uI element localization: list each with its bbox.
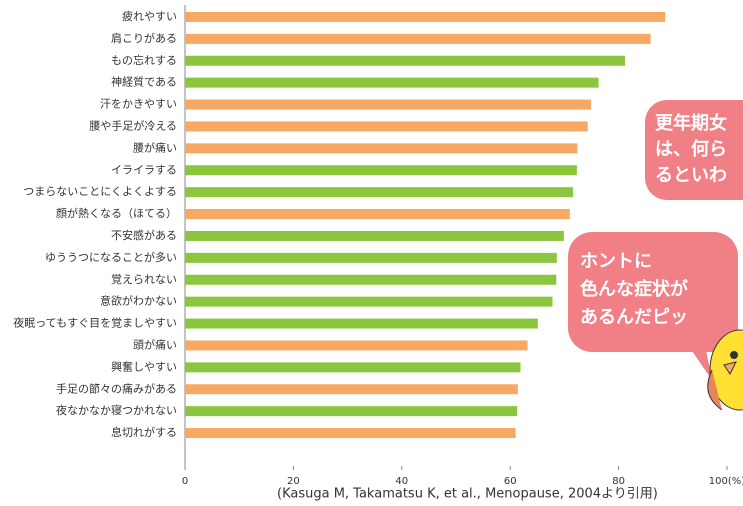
bar	[185, 297, 552, 307]
x-tick-label: 80	[612, 476, 625, 487]
bar	[185, 231, 564, 241]
y-tick-label: 肩こりがある	[111, 31, 177, 45]
y-tick-label: 頭が痛い	[133, 337, 177, 351]
bar	[185, 384, 518, 394]
bubble-text: ホントに	[580, 251, 652, 272]
x-tick-label: 20	[287, 476, 300, 487]
bar	[185, 34, 651, 44]
y-tick-label: 夜眠ってもすぐ目を覚ましやすい	[13, 316, 177, 330]
y-tick-label: イライラする	[111, 163, 177, 176]
bubble-text: あるんだピッ	[580, 307, 688, 328]
bar	[185, 319, 538, 329]
y-tick-label: 興奮しやすい	[111, 359, 177, 373]
y-tick-label: 手足の節々の痛みがある	[56, 381, 177, 395]
bar	[185, 121, 588, 131]
x-tick-label: 0	[182, 476, 188, 487]
bar	[185, 143, 577, 153]
y-tick-label: つまらないことにくよくよする	[23, 185, 177, 198]
source: (Kasuga M, Takamatsu K, et al., Menopaus…	[277, 487, 658, 502]
x-tick-label: 60	[504, 476, 517, 487]
bar	[185, 253, 557, 263]
y-tick-label: もの忘れする	[111, 53, 177, 67]
bar	[185, 78, 599, 88]
y-tick-label: 腰や手足が冷える	[89, 118, 177, 132]
bar	[185, 209, 570, 219]
bar	[185, 340, 528, 350]
bar	[185, 406, 517, 416]
y-tick-label: 顔が熱くなる（ほてる）	[56, 206, 177, 220]
y-tick-label: 疲れやすい	[122, 9, 177, 23]
bar	[185, 100, 591, 110]
y-tick-label: 腰が痛い	[133, 140, 177, 154]
y-tick-label: 神経質である	[111, 75, 177, 89]
bar	[185, 187, 573, 197]
chart: (Kasuga M, Takamatsu K, et al., Menopaus…	[0, 0, 743, 506]
bubble-text: 色んな症状が	[580, 278, 688, 300]
y-tick-label: 息切れがする	[111, 425, 177, 439]
x-tick-label: 100(%)	[709, 476, 743, 487]
bar	[185, 428, 516, 438]
chick-eye	[730, 351, 738, 359]
bubble-text: 更年期女	[655, 112, 727, 134]
x-tick-label: 40	[395, 476, 408, 487]
y-tick-label: 夜なかなか寝つかれない	[56, 403, 177, 417]
y-tick-label: ゆううつになることが多い	[45, 250, 177, 264]
bar	[185, 12, 665, 22]
y-tick-label: 意欲がわかない	[100, 294, 177, 308]
bar	[185, 165, 577, 175]
y-tick-label: 不安感がある	[111, 228, 177, 242]
bar	[185, 275, 556, 285]
bar	[185, 362, 520, 372]
page: {"chart_data": {"type": "bar", "orientat…	[0, 0, 743, 506]
y-tick-label: 覚えられない	[111, 273, 177, 286]
bubble-text: るといわ	[655, 165, 727, 186]
bar	[185, 56, 625, 66]
y-tick-label: 汗をかきやすい	[100, 98, 177, 111]
bubble-text: は、何ら	[655, 138, 727, 160]
